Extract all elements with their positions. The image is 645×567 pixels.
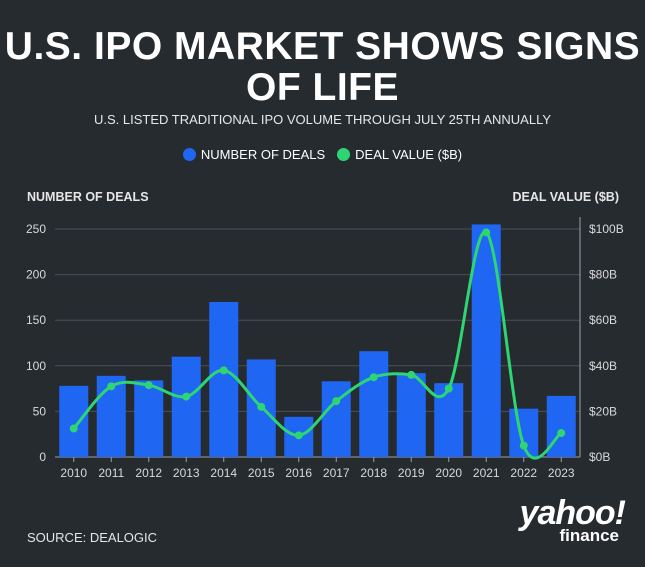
x-tick-label: 2011 xyxy=(98,466,124,480)
bar xyxy=(509,408,539,457)
x-tick-label: 2015 xyxy=(248,466,275,480)
bar xyxy=(359,351,389,457)
y-tick-label-left: 150 xyxy=(26,313,46,327)
deal-value-point xyxy=(369,373,378,382)
y-tick-label-left: 0 xyxy=(39,450,46,464)
title-line-1: U.S. IPO MARKET SHOWS SIGNS xyxy=(4,25,641,68)
legend-item-value: DEAL VALUE ($B) xyxy=(337,147,462,162)
deal-value-point xyxy=(144,381,153,390)
bar xyxy=(209,301,239,457)
y-tick-label-right: $20B xyxy=(589,404,617,418)
bar xyxy=(546,395,576,457)
bar xyxy=(171,356,201,457)
legend-item-deals: NUMBER OF DEALS xyxy=(182,147,326,162)
deal-value-point xyxy=(257,402,266,411)
deal-value-point xyxy=(407,370,416,379)
deal-value-point xyxy=(219,366,228,375)
legend-swatch-value xyxy=(337,148,351,161)
legend-swatch-deals xyxy=(182,148,196,161)
yahoo-finance-logo: yahoo! finance xyxy=(505,494,626,545)
deal-value-point xyxy=(519,441,528,450)
y-tick-label-left: 50 xyxy=(33,404,47,418)
y-tick-label-right: $0B xyxy=(589,450,610,464)
title-line-2: OF LIFE xyxy=(246,66,399,109)
chart-title: U.S. IPO MARKET SHOWS SIGNS OF LIFE xyxy=(0,26,645,108)
x-tick-label: 2019 xyxy=(398,466,425,480)
y-tick-label-right: $100B xyxy=(589,222,624,236)
deal-value-point xyxy=(294,431,303,440)
x-tick-label: 2021 xyxy=(473,466,500,480)
bar xyxy=(59,385,89,457)
x-tick-label: 2022 xyxy=(510,466,537,480)
bar xyxy=(134,380,164,457)
deal-value-point xyxy=(182,392,191,401)
bar xyxy=(434,383,464,457)
y-tick-label-right: $60B xyxy=(589,313,617,327)
x-tick-label: 2016 xyxy=(285,466,312,480)
x-tick-label: 2023 xyxy=(548,466,575,480)
x-tick-label: 2014 xyxy=(210,466,237,480)
logo-finance-text: finance xyxy=(559,526,619,545)
legend: NUMBER OF DEALS DEAL VALUE ($B) xyxy=(0,147,645,162)
x-tick-label: 2010 xyxy=(60,466,87,480)
legend-label-deals: NUMBER OF DEALS xyxy=(200,147,326,162)
legend-label-value: DEAL VALUE ($B) xyxy=(355,147,463,162)
x-tick-label: 2013 xyxy=(173,466,200,480)
chart-subtitle: U.S. LISTED TRADITIONAL IPO VOLUME THROU… xyxy=(93,112,552,127)
y-axis-left-title: NUMBER OF DEALS xyxy=(27,190,149,204)
x-tick-label: 2017 xyxy=(323,466,350,480)
deal-value-line xyxy=(72,230,563,460)
x-tick-label: 2018 xyxy=(360,466,387,480)
deal-value-point xyxy=(332,397,341,406)
y-tick-label-left: 200 xyxy=(26,268,46,282)
bar xyxy=(396,373,426,457)
logo-yahoo-text: yahoo! xyxy=(519,494,626,532)
y-tick-label-left: 100 xyxy=(26,359,46,373)
source-note: SOURCE: DEALOGIC xyxy=(27,530,158,545)
deal-value-point xyxy=(444,384,453,393)
deal-value-point xyxy=(107,382,116,391)
deal-value-point xyxy=(482,228,491,237)
deal-value-point xyxy=(557,429,566,438)
y-axis-right-title: DEAL VALUE ($B) xyxy=(512,190,620,204)
x-tick-label: 2020 xyxy=(435,466,462,480)
y-tick-label-left: 250 xyxy=(26,222,46,236)
y-tick-label-right: $40B xyxy=(589,359,617,373)
y-tick-label-right: $80B xyxy=(589,268,617,282)
x-tick-label: 2012 xyxy=(135,466,162,480)
deal-value-point xyxy=(69,424,78,433)
